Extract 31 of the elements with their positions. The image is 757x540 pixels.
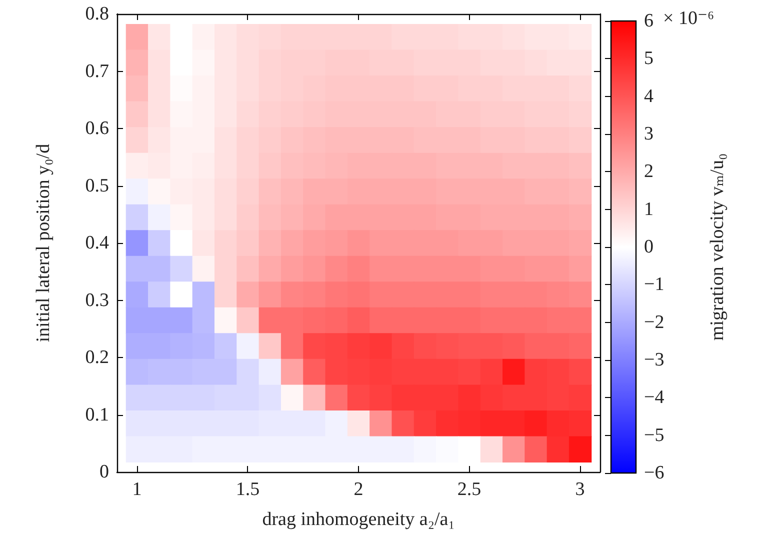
y-tick-label: 0.7 [85,60,109,82]
x-axis-title: drag inhomogeneity a₂/a₁ [262,509,455,530]
color-bar-label: −4 [644,387,665,408]
color-bar-label: 3 [644,124,654,144]
y-tick-label: 0.8 [85,4,109,24]
color-bar-label: 6 [644,10,654,32]
color-bar-title: migration velocity vₘ/u₀ [707,153,728,341]
color-bar-label: −3 [644,350,664,370]
x-tick-label: 2.5 [457,479,482,500]
y-tick-label: 0.2 [85,347,109,368]
y-tick-label: 0.1 [85,404,109,426]
color-bar-label: 1 [644,198,654,220]
color-bar-label: 0 [644,236,654,258]
color-bar-label: −1 [644,274,664,296]
x-tick-label: 1 [132,479,142,500]
color-bar-label: −6 [644,462,664,484]
y-tick-label: 0.5 [85,175,109,196]
y-tick-label: 0.4 [85,232,110,254]
x-tick-label: 3 [575,479,585,500]
text: × 10⁻⁶ [663,8,714,29]
color-bar-label: 4 [644,86,654,107]
color-bar-label: −5 [644,424,664,446]
x-tick-label: 2 [354,479,364,500]
color-bar-label: −2 [644,312,664,333]
color-bar-label: 2 [644,161,654,182]
y-tick-label: 0.3 [85,290,109,311]
y-axis-title: initial lateral position y₀/d [33,143,54,342]
color-bar-label: 5 [644,48,654,70]
x-tick-label: 1.5 [236,479,260,500]
y-tick-label: 0.6 [85,118,109,139]
y-tick-label: 0 [100,462,109,482]
